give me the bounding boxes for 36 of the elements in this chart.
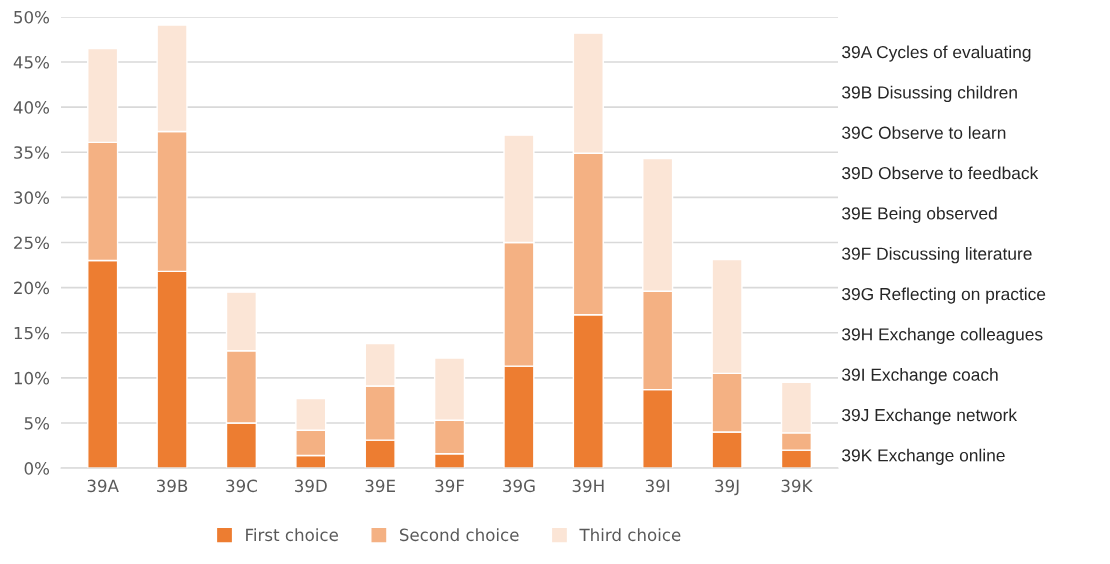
y-tick-label: 0% xyxy=(24,462,50,475)
y-tick-label: 25% xyxy=(14,236,50,250)
x-tick-label: 39C xyxy=(226,479,257,493)
text: 39H Exchange colleagues xyxy=(842,327,1043,344)
text: 39J Exchange network xyxy=(842,408,1018,425)
text: 39G Reflecting on practice xyxy=(842,287,1046,304)
legend-label: Second choice xyxy=(399,528,519,542)
y-tick-label: 15% xyxy=(14,326,50,340)
x-tick-label: 39A xyxy=(87,479,119,493)
text: 39C Observe to learn xyxy=(842,126,1006,139)
x-tick-label: 39B xyxy=(157,479,188,493)
y-tick-label: 35% xyxy=(14,146,50,159)
x-tick-label: 39F xyxy=(435,479,464,493)
x-tick-label: 39E xyxy=(365,479,395,493)
y-tick-label: 10% xyxy=(14,371,50,385)
legend-label: First choice xyxy=(246,528,338,542)
y-tick-label: 40% xyxy=(13,101,50,114)
y-tick-label: 5% xyxy=(24,416,50,430)
text: 39K Exchange online xyxy=(842,448,1005,465)
x-tick-label: 39H xyxy=(572,479,604,493)
y-tick-label: 30% xyxy=(14,191,50,204)
text: 39A Cycles of evaluating xyxy=(842,45,1031,62)
x-tick-label: 39K xyxy=(781,479,813,493)
x-tick-label: 39I xyxy=(645,479,670,493)
text: 39B Disussing children xyxy=(842,85,1017,102)
legend-label: Third choice xyxy=(579,528,681,542)
x-tick-label: 39G xyxy=(503,479,535,493)
y-tick-label: 20% xyxy=(14,281,50,295)
x-tick-label: 39J xyxy=(715,479,739,496)
y-tick-label: 50% xyxy=(14,10,50,24)
text: 39F Discussing literature xyxy=(842,247,1032,264)
text: 39D Observe to feedback xyxy=(842,166,1039,180)
text: 39E Being observed xyxy=(842,206,997,223)
x-tick-label: 39D xyxy=(295,479,327,493)
y-tick-label: 45% xyxy=(13,56,50,69)
text: 39I Exchange coach xyxy=(842,368,998,385)
